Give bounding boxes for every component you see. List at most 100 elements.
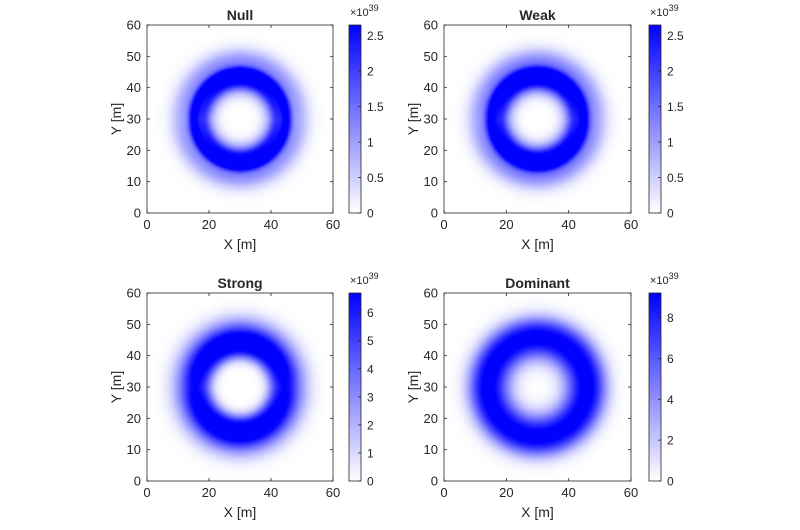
y-tick-label: 50 [424, 49, 438, 64]
colorbar-tick-label: 0 [367, 207, 374, 221]
y-tick-label: 20 [127, 143, 141, 158]
x-axis-label: X [m] [224, 504, 257, 520]
y-tick-label: 40 [127, 80, 141, 95]
y-tick-label: 20 [127, 411, 141, 426]
y-axis-label: Y [m] [108, 371, 124, 403]
x-tick-label: 0 [143, 217, 150, 232]
colorbar-exponent-power: 39 [669, 271, 679, 281]
y-tick-label: 50 [424, 317, 438, 332]
colorbar-tick-label: 3 [367, 390, 374, 404]
colorbar-tick-label: 2.5 [667, 29, 684, 43]
x-tick-label: 60 [326, 217, 340, 232]
x-tick-label: 20 [202, 485, 216, 500]
y-tick-label: 40 [424, 80, 438, 95]
y-axis-label: Y [m] [405, 103, 421, 135]
colorbar-tick-label: 2 [667, 65, 674, 79]
x-tick-label: 20 [499, 485, 513, 500]
heatmap-image [147, 293, 333, 481]
colorbar [648, 292, 662, 482]
y-tick-label: 10 [127, 442, 141, 457]
colorbar-tick-label: 1.5 [367, 100, 384, 114]
x-tick-label: 40 [264, 217, 278, 232]
heatmap-image [147, 25, 333, 213]
colorbar-exponent-base: ×10 [350, 275, 369, 287]
colorbar-tick-label: 2.5 [367, 29, 384, 43]
y-tick-label: 60 [127, 286, 141, 301]
y-tick-label: 0 [431, 474, 438, 489]
subplot-title: Strong [217, 275, 262, 291]
colorbar-tick-label: 2 [367, 65, 374, 79]
colorbar-exponent: ×1039 [650, 271, 679, 287]
heatmap-image [444, 293, 631, 481]
colorbar-exponent-base: ×10 [350, 7, 369, 19]
colorbar-exponent-base: ×10 [650, 7, 669, 19]
colorbar-tick-label: 8 [667, 311, 674, 325]
y-tick-label: 30 [424, 380, 438, 395]
y-tick-label: 20 [424, 143, 438, 158]
y-tick-label: 60 [424, 18, 438, 33]
x-tick-label: 40 [561, 217, 575, 232]
y-tick-label: 0 [134, 474, 141, 489]
y-tick-label: 40 [424, 348, 438, 363]
y-tick-label: 60 [424, 286, 438, 301]
colorbar-tick-label: 1.5 [667, 100, 684, 114]
subplot-title: Null [227, 7, 253, 23]
colorbar-tick-label: 0.5 [367, 171, 384, 185]
x-tick-label: 40 [561, 485, 575, 500]
colorbar-exponent-power: 39 [669, 3, 679, 13]
y-axis-label: Y [m] [108, 103, 124, 135]
colorbar-exponent: ×1039 [350, 3, 379, 19]
y-tick-label: 50 [127, 317, 141, 332]
x-axis-label: X [m] [224, 236, 257, 252]
colorbar-exponent-base: ×10 [650, 275, 669, 287]
x-axis-label: X [m] [521, 236, 554, 252]
x-tick-label: 60 [624, 217, 638, 232]
colorbar-tick-label: 0 [667, 207, 674, 221]
y-tick-label: 50 [127, 49, 141, 64]
colorbar-tick-label: 0.5 [667, 171, 684, 185]
subplot-weak: 0 20 40 60 0 10 20 30 40 50 60 Weak X [m] Y [m] 0 0.5 1 1… [405, 3, 684, 252]
x-axis-label: X [m] [521, 504, 554, 520]
colorbar-exponent-power: 39 [369, 271, 379, 281]
subplot-title: Weak [519, 7, 556, 23]
y-tick-label: 30 [127, 112, 141, 127]
colorbar-tick-label: 0 [667, 475, 674, 489]
y-tick-label: 30 [127, 380, 141, 395]
colorbar [348, 24, 362, 214]
subplot-strong: 0 20 40 60 0 10 20 30 40 50 60 Strong X [m] Y [m] 0 1 2 3… [108, 271, 379, 520]
x-tick-label: 0 [143, 485, 150, 500]
y-tick-label: 40 [127, 348, 141, 363]
heatmap-image [444, 25, 631, 213]
colorbar-tick-label: 5 [367, 334, 374, 348]
colorbar-tick-label: 2 [367, 418, 374, 432]
x-tick-label: 40 [264, 485, 278, 500]
y-tick-label: 10 [424, 442, 438, 457]
colorbar-tick-label: 0 [367, 475, 374, 489]
colorbar-exponent: ×1039 [350, 271, 379, 287]
subplot-null: 0 20 40 60 0 10 20 30 40 50 60 Null X [m] Y [m] 0 0.5 1 1… [108, 3, 384, 252]
colorbar-tick-label: 1 [367, 446, 374, 460]
y-tick-label: 20 [424, 411, 438, 426]
y-tick-label: 10 [424, 174, 438, 189]
subplot-dominant: 0 20 40 60 0 10 20 30 40 50 60 Dominant X [m] Y [m] 0 2… [405, 271, 679, 520]
colorbar [348, 292, 362, 482]
subplot-title: Dominant [505, 275, 570, 291]
colorbar-tick-label: 4 [667, 393, 674, 407]
y-tick-label: 60 [127, 18, 141, 33]
y-tick-label: 0 [134, 206, 141, 221]
colorbar-exponent: ×1039 [650, 3, 679, 19]
y-tick-label: 30 [424, 112, 438, 127]
x-tick-label: 60 [624, 485, 638, 500]
colorbar-tick-label: 6 [367, 306, 374, 320]
colorbar-tick-label: 6 [667, 352, 674, 366]
y-axis-label: Y [m] [405, 371, 421, 403]
y-tick-label: 0 [431, 206, 438, 221]
y-tick-label: 10 [127, 174, 141, 189]
x-tick-label: 20 [499, 217, 513, 232]
x-tick-label: 0 [440, 485, 447, 500]
colorbar [648, 24, 662, 214]
colorbar-tick-label: 1 [367, 136, 374, 150]
x-tick-label: 60 [326, 485, 340, 500]
x-tick-label: 0 [440, 217, 447, 232]
